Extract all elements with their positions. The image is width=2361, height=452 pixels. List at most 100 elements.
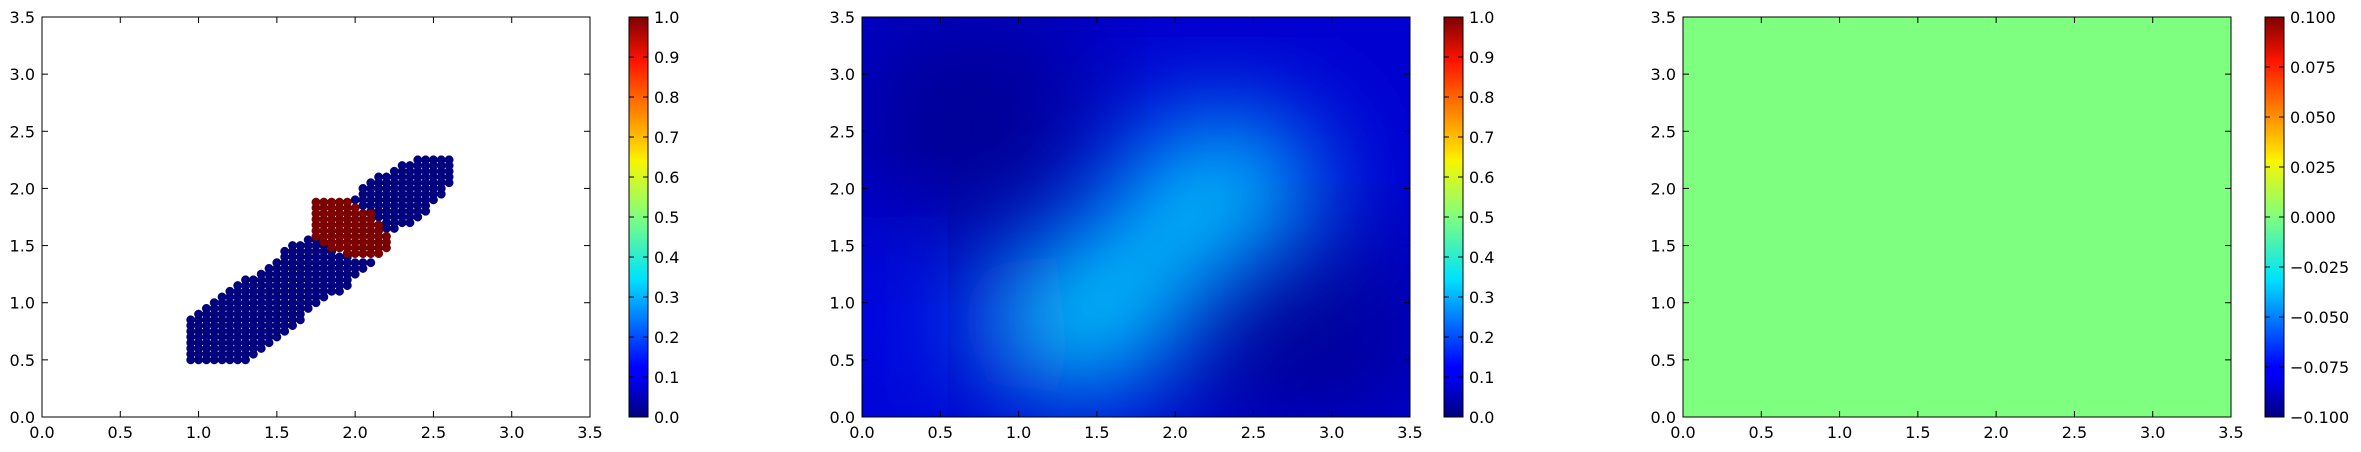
scatter-point bbox=[194, 309, 204, 319]
colorbar-tick-label: 0.000 bbox=[2290, 208, 2336, 227]
heatmap-dark-region bbox=[862, 17, 1082, 237]
y-tick-label: 1.5 bbox=[10, 237, 35, 256]
colorbar-gradient bbox=[1444, 17, 1463, 417]
y-tick-label: 2.5 bbox=[830, 122, 855, 141]
colorbar-tick-label: 0.7 bbox=[654, 128, 679, 147]
scatter-point bbox=[413, 155, 423, 165]
scatter-point bbox=[405, 161, 415, 171]
y-tick-label: 0.5 bbox=[830, 351, 855, 370]
colorbar-tick-label: 0.1 bbox=[1469, 368, 1494, 387]
heatmap-mid-region bbox=[862, 217, 928, 417]
colorbar-tick-label: 0.1 bbox=[654, 368, 679, 387]
axes-3: 0.0 0.5 1.0 1.5 2.0 2.5 3.0 3.5 0.0 0.5 1.0 1.5 2.0 2… bbox=[1651, 8, 2244, 442]
scatter-point bbox=[374, 220, 384, 230]
colorbar-1: 0.0 0.1 0.2 0.3 0.4 0.5 0.6 0.7 0.8 0.9 1.0 bbox=[628, 8, 679, 427]
x-tick-label: 1.5 bbox=[264, 423, 289, 442]
x-tick-label: 1.5 bbox=[1905, 423, 1930, 442]
x-tick-label: 0.0 bbox=[849, 423, 874, 442]
scatter-point bbox=[288, 241, 297, 251]
y-tick-label: 3.0 bbox=[10, 65, 35, 84]
colorbar-tick-label: 0.4 bbox=[1469, 248, 1494, 267]
x-tick-label: 2.5 bbox=[2062, 423, 2087, 442]
y-tick-label: 2.5 bbox=[10, 122, 35, 141]
scatter-points bbox=[186, 155, 454, 365]
colorbar-tick-label: 0.8 bbox=[654, 88, 679, 107]
scatter-point bbox=[256, 269, 266, 279]
x-tick-label: 3.5 bbox=[1397, 423, 1422, 442]
scatter-point bbox=[280, 246, 290, 256]
colorbar-tick-label: 0.5 bbox=[654, 208, 679, 227]
y-tick-label: 1.5 bbox=[830, 237, 855, 256]
scatter-point bbox=[382, 172, 391, 182]
y-tick-label: 0.5 bbox=[10, 351, 35, 370]
x-tick-label: 2.5 bbox=[1241, 423, 1266, 442]
y-tick-label: 0.5 bbox=[1651, 351, 1676, 370]
y-tick-label: 2.0 bbox=[10, 179, 35, 198]
heatmap-ridge-line bbox=[1021, 128, 1283, 380]
scatter-point bbox=[303, 235, 313, 245]
y-tick-label: 1.0 bbox=[10, 294, 35, 313]
y-tick-label: 3.5 bbox=[1651, 8, 1676, 27]
colorbar-tick-label: 1.0 bbox=[1469, 8, 1494, 27]
x-tick-label: 2.0 bbox=[1983, 423, 2008, 442]
scatter-point bbox=[350, 258, 360, 268]
colorbar-tick-label: 1.0 bbox=[654, 8, 679, 27]
colorbar-tick-label: 0.2 bbox=[654, 328, 679, 347]
y-tick-label: 1.0 bbox=[830, 294, 855, 313]
colorbar-tick-label: −0.075 bbox=[2290, 358, 2349, 377]
colorbar-tick-label: 0.0 bbox=[654, 408, 679, 427]
colorbar-tick-label: 0.025 bbox=[2290, 158, 2336, 177]
scatter-point bbox=[209, 298, 219, 308]
scatter-point bbox=[389, 166, 399, 176]
scatter-point bbox=[397, 161, 407, 171]
y-tick-label: 0.0 bbox=[830, 408, 855, 427]
scatter-point bbox=[248, 275, 258, 285]
scatter-point bbox=[186, 315, 196, 325]
scatter-point bbox=[366, 209, 376, 219]
colorbar-2: 0.0 0.1 0.2 0.3 0.4 0.5 0.6 0.7 0.8 0.9 1.0 bbox=[1443, 8, 1494, 427]
scatter-point bbox=[335, 252, 344, 262]
colorbar-tick-label: −0.100 bbox=[2290, 408, 2349, 427]
x-tick-label: 3.0 bbox=[1319, 423, 1344, 442]
scatter-point bbox=[264, 263, 274, 273]
x-tick-label: 0.5 bbox=[928, 423, 953, 442]
axes-2: 0.0 0.5 1.0 1.5 2.0 2.5 3.0 3.5 0.0 0.5 1.0 1.5 2.0 2… bbox=[830, 8, 1423, 442]
heatmap-field bbox=[862, 17, 1410, 417]
scatter-point bbox=[295, 241, 305, 251]
y-tick-label: 2.5 bbox=[1651, 122, 1676, 141]
colorbar-tick-label: 0.0 bbox=[1469, 408, 1494, 427]
scatter-point bbox=[358, 258, 368, 268]
scatter-point bbox=[358, 209, 368, 219]
x-tick-label: 3.0 bbox=[2140, 423, 2165, 442]
y-tick-label: 3.5 bbox=[830, 8, 855, 27]
y-tick-label: 1.5 bbox=[1651, 237, 1676, 256]
heatmap-uniform-fill bbox=[1683, 17, 2231, 417]
scatter-point bbox=[342, 197, 352, 207]
colorbar-tick-label: 0.3 bbox=[1469, 288, 1494, 307]
scatter-point bbox=[241, 275, 250, 285]
colorbar-tick-label: 0.7 bbox=[1469, 128, 1494, 147]
colorbar-tick-label: 0.8 bbox=[1469, 88, 1494, 107]
colorbar-tick-label: 0.6 bbox=[1469, 168, 1494, 187]
colorbar-tick-label: 0.6 bbox=[654, 168, 679, 187]
x-tick-label: 2.5 bbox=[421, 423, 446, 442]
scatter-point bbox=[382, 231, 391, 241]
colorbar-tick-label: 0.050 bbox=[2290, 108, 2336, 127]
axes-frame bbox=[861, 16, 1411, 418]
x-tick-label: 3.5 bbox=[577, 423, 602, 442]
scatter-point bbox=[366, 178, 376, 188]
x-tick-label: 2.0 bbox=[1162, 423, 1187, 442]
colorbar-tick-label: 0.100 bbox=[2290, 8, 2336, 27]
scatter-point bbox=[311, 197, 321, 207]
x-tick-label: 3.0 bbox=[499, 423, 524, 442]
scatter-point bbox=[272, 258, 282, 268]
colorbar-tick-label: −0.050 bbox=[2290, 308, 2349, 327]
axes-frame bbox=[1682, 16, 2232, 418]
scatter-point bbox=[374, 172, 384, 182]
y-tick-label: 2.0 bbox=[830, 179, 855, 198]
scatter-point bbox=[327, 197, 337, 207]
scatter-point bbox=[350, 195, 360, 205]
scatter-point bbox=[436, 155, 446, 165]
x-tick-label: 0.5 bbox=[108, 423, 133, 442]
